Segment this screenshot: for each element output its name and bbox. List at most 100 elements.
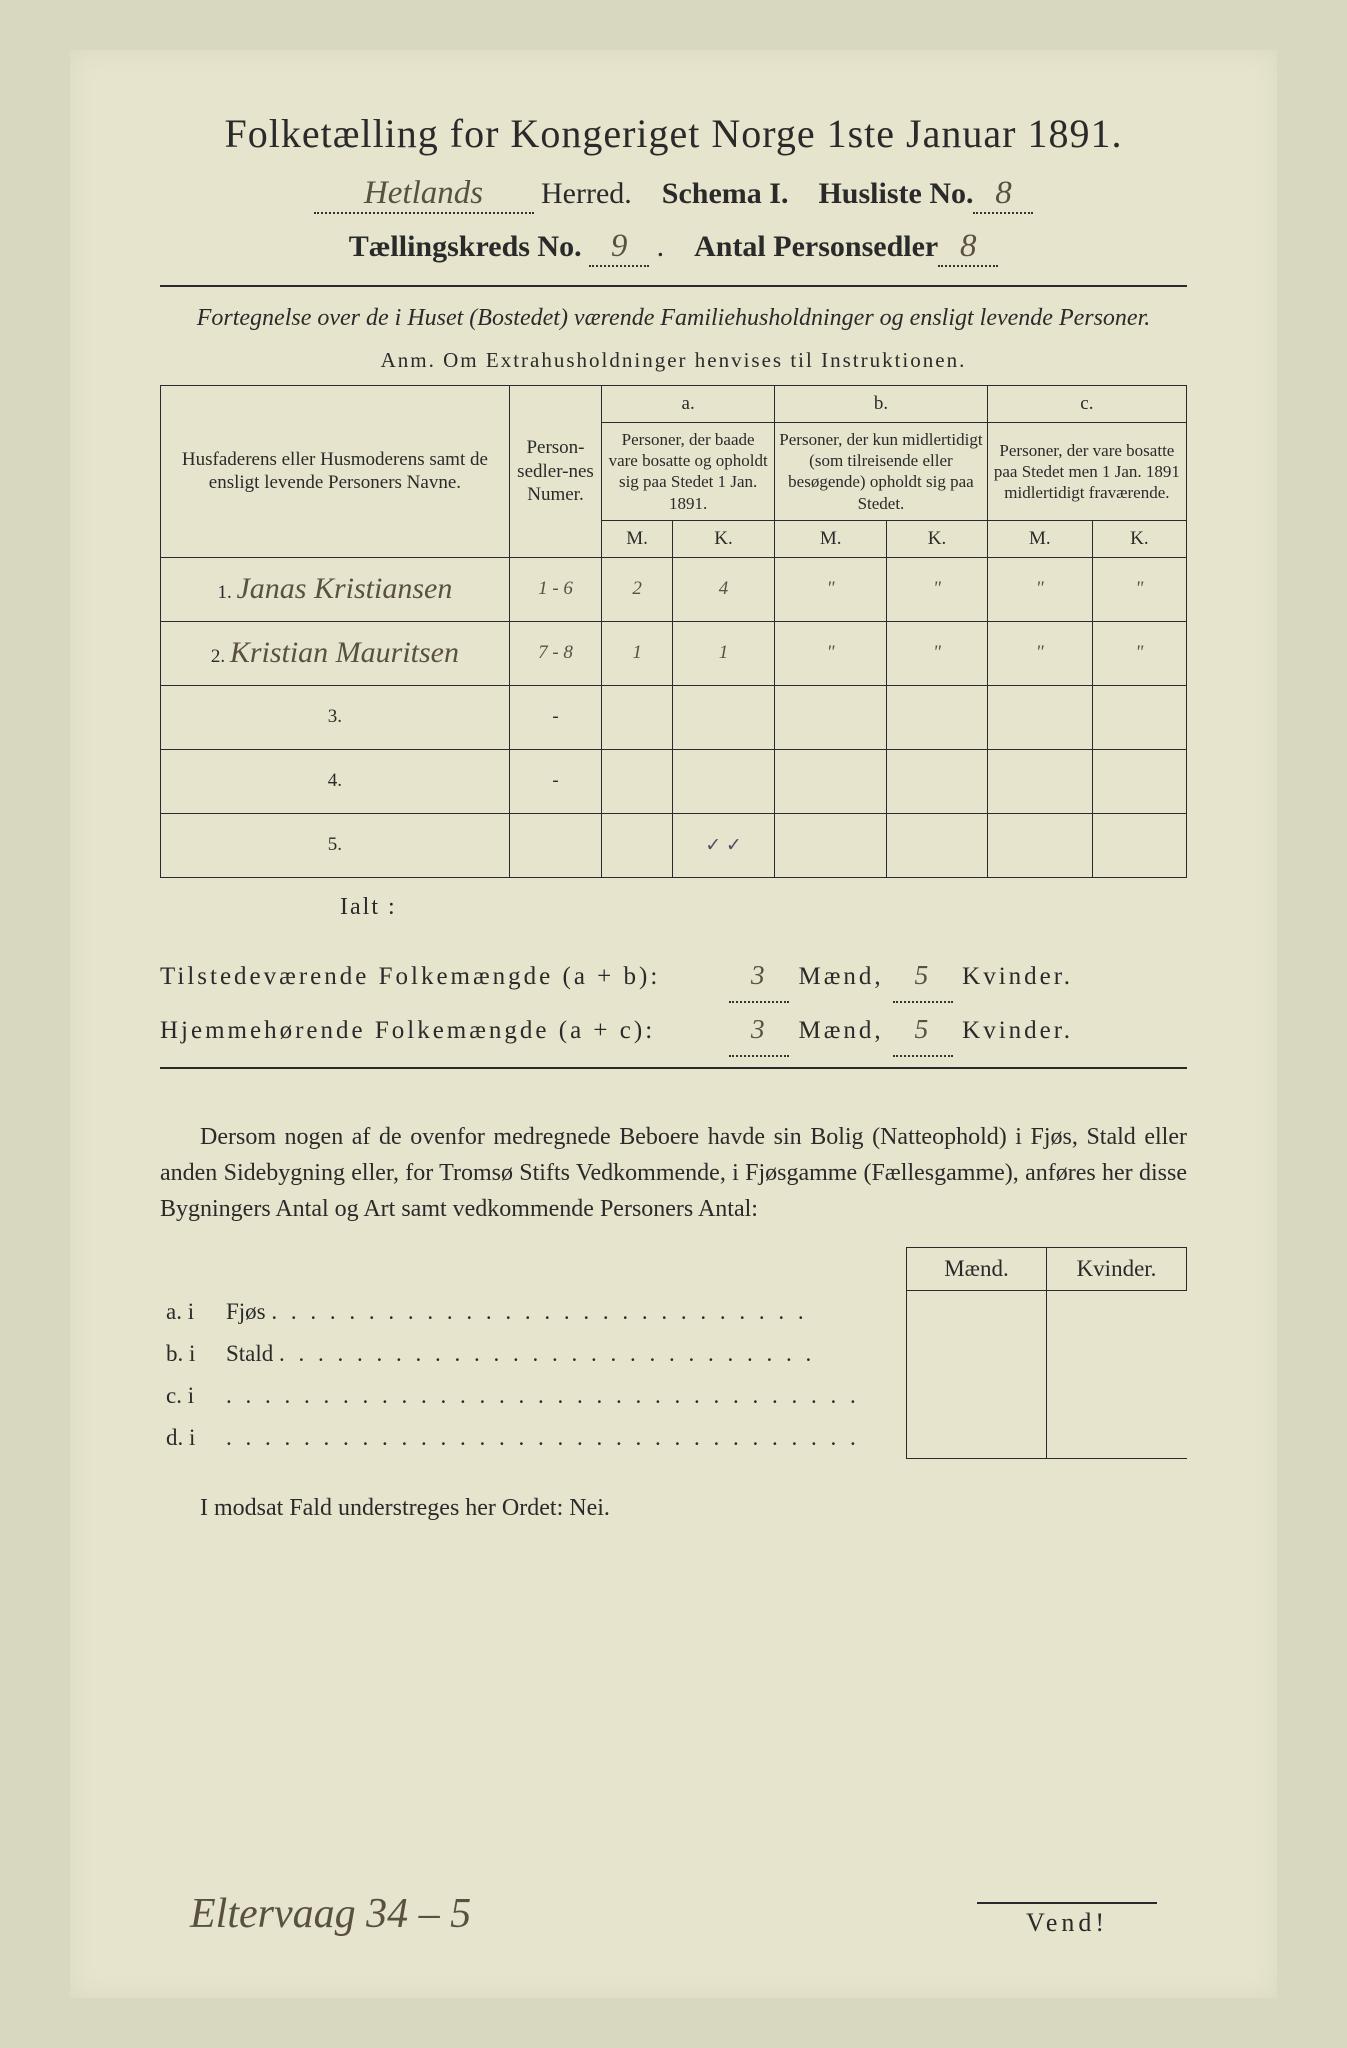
table-row: 2. Kristian Mauritsen 7 - 8 1 1 " " " " — [161, 621, 1187, 685]
col-b-desc: Personer, der kun midlertidigt (som tilr… — [775, 422, 988, 520]
col-am: M. — [602, 520, 673, 557]
cell-sedler: - — [509, 685, 601, 749]
ob-row-t: Stald — [226, 1341, 273, 1366]
cell-ak: 4 — [672, 557, 774, 621]
cell-bk: " — [887, 621, 988, 685]
ob-cell — [1047, 1333, 1187, 1375]
antal-no: 8 — [938, 228, 998, 267]
ob-row-l: c. i — [160, 1375, 220, 1417]
cell-sedler: 1 - 6 — [509, 557, 601, 621]
ob-cell — [1047, 1375, 1187, 1417]
ob-row-t: Fjøs — [226, 1299, 266, 1324]
col-bm: M. — [775, 520, 887, 557]
cell-bk — [887, 813, 988, 877]
subtitle: Fortegnelse over de i Huset (Bostedet) v… — [160, 303, 1187, 334]
row-num: 3. — [328, 706, 342, 727]
total-present-label: Tilstedeværende Folkemængde (a + b): — [160, 953, 720, 1001]
ob-cell — [907, 1291, 1047, 1333]
cell-sedler — [509, 813, 601, 877]
kreds-no: 9 — [589, 228, 649, 267]
footer-handwriting: Eltervaag 34 – 5 — [190, 1890, 471, 1938]
table-row: 5. ✓ ✓ — [161, 813, 1187, 877]
col-ak: K. — [672, 520, 774, 557]
dot-leader: . . . . . . . . . . . . . . . . . . . . … — [271, 1299, 807, 1324]
table-row: 1. Janas Kristiansen 1 - 6 2 4 " " " " — [161, 557, 1187, 621]
col-sedler: Person-sedler-nes Numer. — [509, 386, 601, 558]
col-c-letter: c. — [987, 386, 1186, 423]
col-name: Husfaderens eller Husmoderens samt de en… — [161, 386, 510, 558]
herred-value: Hetlands — [314, 175, 534, 214]
dot-leader: . . . . . . . . . . . . . . . . . . . . … — [226, 1425, 860, 1450]
nei-line: I modsat Fald understreges her Ordet: Ne… — [200, 1495, 1187, 1522]
cell-bk — [887, 685, 988, 749]
table-row: 4. - — [161, 749, 1187, 813]
cell-ck: " — [1092, 557, 1186, 621]
ialt-label: Ialt : — [340, 894, 1187, 921]
cell-ak: ✓ ✓ — [672, 813, 774, 877]
col-c-desc: Personer, der vare bosatte paa Stedet me… — [987, 422, 1186, 520]
header-line-2: Hetlands Herred. Schema I. Husliste No.8 — [160, 175, 1187, 214]
cell-ak: 1 — [672, 621, 774, 685]
kvinder-label: Kvinder. — [962, 963, 1073, 990]
cell-sedler: - — [509, 749, 601, 813]
total-resident-m: 3 — [729, 1003, 789, 1057]
cell-ck: " — [1092, 621, 1186, 685]
col-b-letter: b. — [775, 386, 988, 423]
total-present-k: 5 — [893, 949, 953, 1003]
cell-cm — [987, 749, 1092, 813]
household-table: Husfaderens eller Husmoderens samt de en… — [160, 385, 1187, 878]
ob-cell — [907, 1375, 1047, 1417]
row-num: 1. — [217, 582, 231, 603]
cell-sedler: 7 - 8 — [509, 621, 601, 685]
row-name: Kristian Mauritsen — [230, 636, 459, 669]
ob-cell — [907, 1333, 1047, 1375]
cell-am: 2 — [602, 557, 673, 621]
table-row: 3. - — [161, 685, 1187, 749]
cell-bk: " — [887, 557, 988, 621]
cell-bk — [887, 749, 988, 813]
col-a-desc: Personer, der baade vare bosatte og opho… — [602, 422, 775, 520]
ob-maend: Mænd. — [907, 1248, 1047, 1291]
cell-bm — [775, 749, 887, 813]
cell-am — [602, 813, 673, 877]
rule-2 — [160, 1067, 1187, 1069]
cell-bm: " — [775, 621, 887, 685]
schema-label: Schema I. — [662, 177, 789, 210]
cell-cm — [987, 813, 1092, 877]
cell-am — [602, 685, 673, 749]
vend-label: Vend! — [977, 1902, 1157, 1938]
cell-ak — [672, 685, 774, 749]
cell-bm — [775, 685, 887, 749]
dot-leader: . . . . . . . . . . . . . . . . . . . . … — [279, 1341, 815, 1366]
ob-row-l: b. i — [160, 1333, 220, 1375]
cell-cm: " — [987, 621, 1092, 685]
cell-cm: " — [987, 557, 1092, 621]
ob-cell — [1047, 1417, 1187, 1459]
total-present-m: 3 — [729, 949, 789, 1003]
col-bk: K. — [887, 520, 988, 557]
cell-bm — [775, 813, 887, 877]
kvinder-label: Kvinder. — [962, 1017, 1073, 1044]
ob-kvinder: Kvinder. — [1047, 1248, 1187, 1291]
totals-block: Tilstedeværende Folkemængde (a + b): 3 M… — [160, 949, 1187, 1058]
dot-leader: . . . . . . . . . . . . . . . . . . . . … — [226, 1383, 860, 1408]
col-a-letter: a. — [602, 386, 775, 423]
cell-ak — [672, 749, 774, 813]
col-cm: M. — [987, 520, 1092, 557]
outbuilding-table: Mænd. Kvinder. a. i Fjøs . . . . . . . .… — [160, 1247, 1187, 1459]
ob-row-l: d. i — [160, 1417, 220, 1459]
rule-1 — [160, 285, 1187, 287]
cell-am — [602, 749, 673, 813]
total-resident-label: Hjemmehørende Folkemængde (a + c): — [160, 1007, 720, 1055]
cell-ck — [1092, 749, 1186, 813]
page-title: Folketælling for Kongeriget Norge 1ste J… — [160, 110, 1187, 157]
row-name: Janas Kristiansen — [236, 572, 452, 605]
husliste-no: 8 — [973, 175, 1033, 214]
cell-am: 1 — [602, 621, 673, 685]
total-resident-k: 5 — [893, 1003, 953, 1057]
anm-note: Anm. Om Extrahusholdninger henvises til … — [160, 348, 1187, 373]
row-num: 5. — [328, 834, 342, 855]
cell-ck — [1092, 813, 1186, 877]
row-num: 2. — [211, 646, 225, 667]
col-ck: K. — [1092, 520, 1186, 557]
